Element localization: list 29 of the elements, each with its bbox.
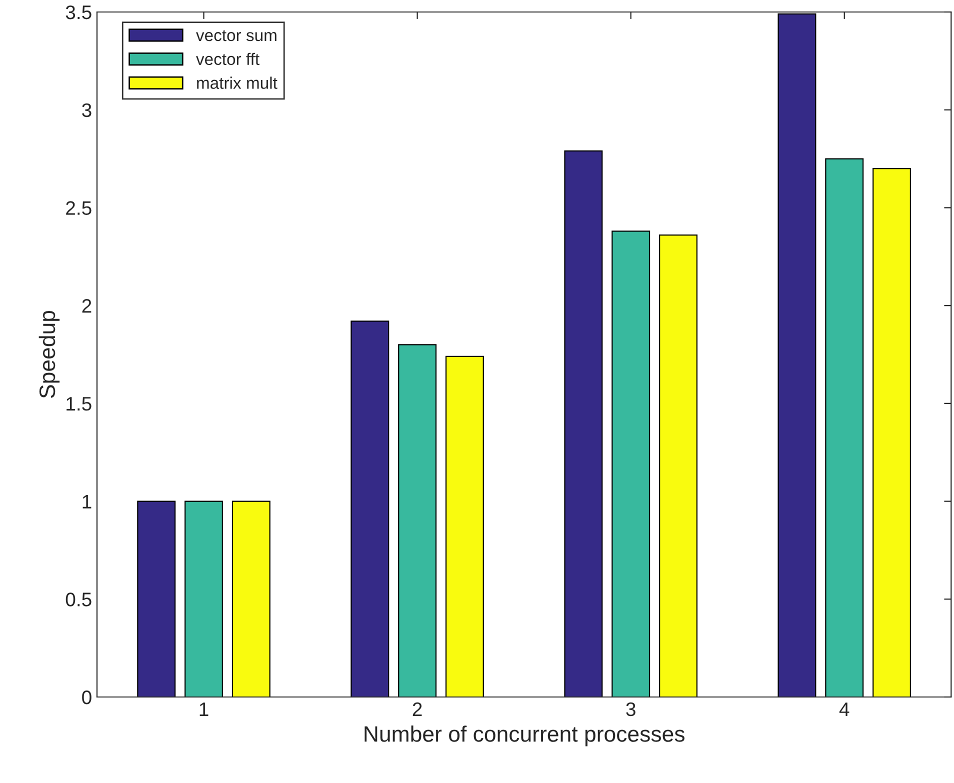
- bar: [612, 230, 650, 697]
- y-tick-label: 3: [82, 103, 92, 118]
- x-tick-label: 1: [200, 702, 208, 716]
- x-tick-label: 2: [412, 702, 422, 716]
- bar: [872, 168, 912, 697]
- y-tick-label: 2.5: [66, 201, 92, 215]
- bar: [564, 150, 603, 697]
- bar: [445, 356, 484, 697]
- x-tick-label: 4: [839, 702, 850, 716]
- bar: [778, 13, 816, 697]
- y-tick-label: 2: [82, 299, 92, 313]
- y-tick-label: 1: [82, 494, 92, 508]
- legend-label: vector sum: [196, 30, 276, 42]
- bar: [137, 500, 176, 697]
- bar: [825, 158, 864, 697]
- bar: [232, 500, 270, 697]
- bar: [398, 344, 437, 697]
- y-tick-label: 1.5: [66, 397, 92, 411]
- bar: [659, 234, 698, 697]
- bar: [350, 320, 390, 697]
- x-axis-title: Number of concurrent processes: [364, 726, 684, 746]
- y-tick-label: 0: [82, 690, 92, 704]
- legend-label: matrix mult: [197, 76, 278, 89]
- x-tick-label: 3: [626, 702, 636, 716]
- y-axis-title: Speedup: [38, 310, 60, 398]
- legend-label: vector fft: [196, 52, 260, 66]
- bar: [184, 500, 224, 697]
- y-tick-label: 3.5: [66, 5, 92, 20]
- y-tick-label: 0.5: [66, 592, 92, 606]
